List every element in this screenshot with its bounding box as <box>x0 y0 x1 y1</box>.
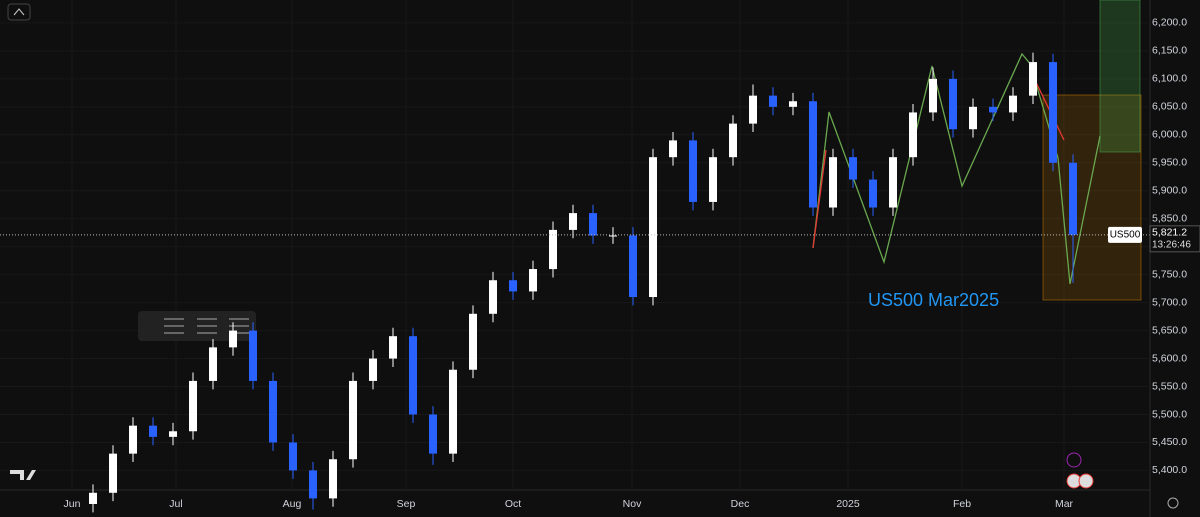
candle-body <box>609 235 617 237</box>
candle-body <box>869 179 877 208</box>
x-tick-label: Jun <box>64 498 81 510</box>
candle-body <box>849 157 857 180</box>
candle-body <box>1049 62 1057 163</box>
event-icon[interactable] <box>1066 452 1082 468</box>
candle-body <box>909 112 917 158</box>
symbol-label: US500 <box>1110 229 1141 240</box>
candle-body <box>209 347 217 381</box>
symbol-badge <box>1108 226 1142 243</box>
target-box <box>1099 0 1141 153</box>
candle-body <box>1009 95 1017 113</box>
y-tick-label: 5,700.0 <box>1152 296 1187 308</box>
x-tick-label: Dec <box>731 498 750 510</box>
candle-body <box>189 380 197 432</box>
projection <box>1031 69 1101 285</box>
candle-body <box>429 414 437 454</box>
y-tick-label: 6,050.0 <box>1152 101 1187 113</box>
y-tick-label: 5,550.0 <box>1152 380 1187 392</box>
candle-body <box>89 492 97 504</box>
candle-body <box>389 336 397 359</box>
y-tick-label: 5,500.0 <box>1152 408 1187 420</box>
candle-body <box>889 157 897 208</box>
candle-body <box>969 106 977 130</box>
candle-body <box>689 140 697 202</box>
toolbar-icons <box>164 318 249 334</box>
collapse-icon <box>13 8 25 16</box>
y-tick-label: 5,850.0 <box>1152 212 1187 224</box>
candle-body <box>309 470 317 499</box>
candle-body <box>569 213 577 230</box>
candle-body <box>409 336 417 415</box>
y-tick-label: 6,150.0 <box>1152 45 1187 57</box>
candle-body <box>449 369 457 454</box>
candle-body <box>509 280 517 292</box>
candle-body <box>369 358 377 381</box>
candle-body <box>149 425 157 437</box>
candle-body <box>829 157 837 208</box>
candle-body <box>329 459 337 499</box>
x-tick-label: Nov <box>623 498 642 510</box>
candle-body <box>589 213 597 236</box>
candle-body <box>269 380 277 443</box>
candle-body <box>489 280 497 314</box>
x-tick-label: 2025 <box>836 498 860 510</box>
y-tick-label: 6,000.0 <box>1152 129 1187 141</box>
candle-body <box>789 101 797 107</box>
candle-body <box>549 229 557 270</box>
logo <box>10 470 36 480</box>
candle-body <box>949 78 957 130</box>
x-tick-label: Oct <box>505 498 521 510</box>
candle-body <box>769 95 777 107</box>
candle-body <box>929 78 937 113</box>
candle-body <box>1029 62 1037 96</box>
y-tick-label: 5,900.0 <box>1152 185 1187 197</box>
candle-body <box>1069 162 1077 235</box>
candle-body <box>249 330 257 381</box>
price-badge <box>1149 225 1200 253</box>
candle-body <box>669 140 677 158</box>
x-tick-label: Feb <box>953 498 971 510</box>
candle-body <box>109 453 117 493</box>
candle-body <box>229 330 237 348</box>
collapse-button[interactable] <box>7 3 31 21</box>
candle-body <box>129 425 137 454</box>
x-tick-label: Sep <box>397 498 416 510</box>
candle-body <box>349 380 357 460</box>
annotation: US500 Mar2025 <box>868 290 999 310</box>
y-tick-label: 5,650.0 <box>1152 324 1187 336</box>
settings-icon[interactable] <box>1167 497 1179 509</box>
y-tick-label: 6,100.0 <box>1152 73 1187 85</box>
y-tick-label: 5,600.0 <box>1152 352 1187 364</box>
countdown: 13:26:46 <box>1152 239 1191 250</box>
zigzag <box>812 52 1033 265</box>
candle-body <box>529 269 537 292</box>
y-tick-label: 5,950.0 <box>1152 157 1187 169</box>
y-tick-label: 5,400.0 <box>1152 464 1187 476</box>
red-arrow <box>1031 73 1065 141</box>
candle-body <box>169 431 177 437</box>
candle-body <box>729 123 737 158</box>
candle-body <box>649 157 657 298</box>
y-tick-label: 5,450.0 <box>1152 436 1187 448</box>
candle-body <box>469 313 477 370</box>
x-tick-label: Aug <box>283 498 302 510</box>
x-tick-label: Mar <box>1055 498 1074 510</box>
flag-icon[interactable] <box>1078 473 1094 489</box>
candle-body <box>709 157 717 202</box>
y-tick-label: 5,750.0 <box>1152 268 1187 280</box>
last-price-label: 5,821.2 <box>1152 227 1187 239</box>
candle-body <box>629 235 637 298</box>
y-tick-label: 6,200.0 <box>1152 17 1187 29</box>
x-tick-label: Jul <box>169 498 182 510</box>
candle-body <box>289 442 297 471</box>
red-line <box>812 149 827 249</box>
candle-body <box>809 101 817 208</box>
candle-body <box>989 106 997 113</box>
candle-body <box>749 95 757 124</box>
